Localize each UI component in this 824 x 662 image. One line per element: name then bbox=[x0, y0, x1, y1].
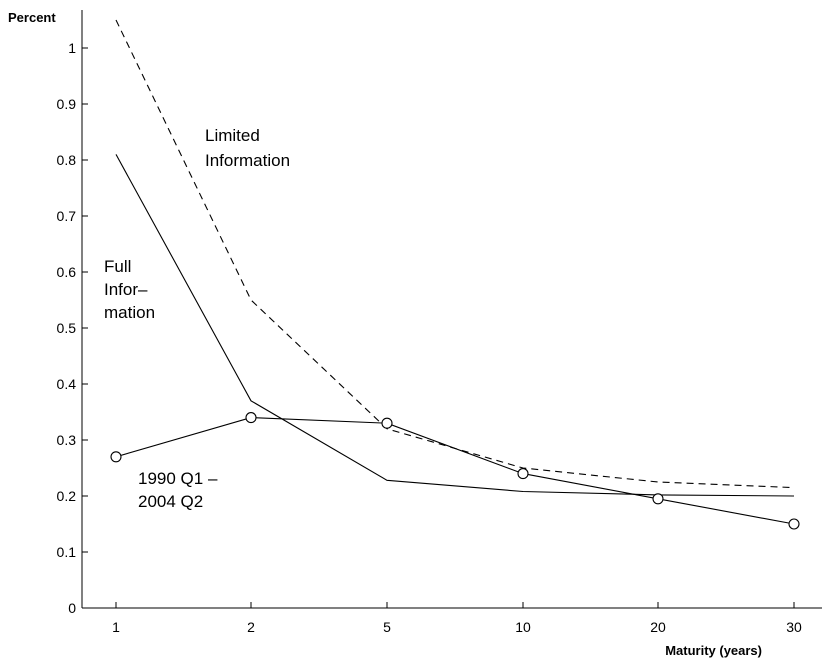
y-tick-label: 0.3 bbox=[57, 432, 77, 448]
y-tick-label: 0.9 bbox=[57, 96, 77, 112]
y-tick-label: 0.7 bbox=[57, 208, 77, 224]
y-tick-label: 0.6 bbox=[57, 264, 77, 280]
y-axis-title: Percent bbox=[8, 10, 56, 25]
x-axis-title: Maturity (years) bbox=[665, 643, 762, 658]
series-line-full bbox=[115, 154, 795, 497]
annotation-full: Infor– bbox=[104, 280, 148, 299]
y-tick-label: 0.1 bbox=[57, 544, 77, 560]
series-layer bbox=[110, 19, 800, 530]
data-point-actual bbox=[110, 451, 122, 463]
y-tick-label: 0.4 bbox=[57, 376, 77, 392]
x-axis-ticks: 1 2 5 10 20 30 bbox=[112, 602, 802, 635]
y-tick-label: 0.5 bbox=[57, 320, 77, 336]
x-tick-label: 5 bbox=[383, 619, 391, 635]
x-tick-label: 20 bbox=[650, 619, 666, 635]
x-tick-label: 30 bbox=[786, 619, 802, 635]
data-point-actual bbox=[652, 493, 664, 505]
x-tick-label: 1 bbox=[112, 619, 120, 635]
annotation-layer: Limited Information Full Infor– mation 1990 Q… bbox=[104, 126, 290, 511]
x-tick-label: 10 bbox=[515, 619, 531, 635]
data-point-actual bbox=[245, 412, 257, 424]
y-axis-ticks: 0 0.1 0.2 0.3 0.4 0.5 0.6 0.7 0.8 0.9 1 bbox=[57, 40, 88, 616]
data-point-actual bbox=[788, 518, 800, 530]
annotation-actual: 1990 Q1 – bbox=[138, 469, 218, 488]
series-line-limited bbox=[115, 19, 795, 489]
data-point-actual bbox=[381, 417, 393, 429]
annotation-limited: Information bbox=[205, 151, 290, 170]
data-point-actual bbox=[517, 468, 529, 480]
y-tick-label: 1 bbox=[68, 40, 76, 56]
annotation-full: Full bbox=[104, 257, 131, 276]
x-tick-label: 2 bbox=[247, 619, 255, 635]
y-tick-label: 0.2 bbox=[57, 488, 77, 504]
annotation-limited: Limited bbox=[205, 126, 260, 145]
series-line-actual bbox=[115, 417, 795, 525]
annotation-actual: 2004 Q2 bbox=[138, 492, 203, 511]
annotation-full: mation bbox=[104, 303, 155, 322]
y-tick-label: 0.8 bbox=[57, 152, 77, 168]
y-tick-label: 0 bbox=[68, 600, 76, 616]
